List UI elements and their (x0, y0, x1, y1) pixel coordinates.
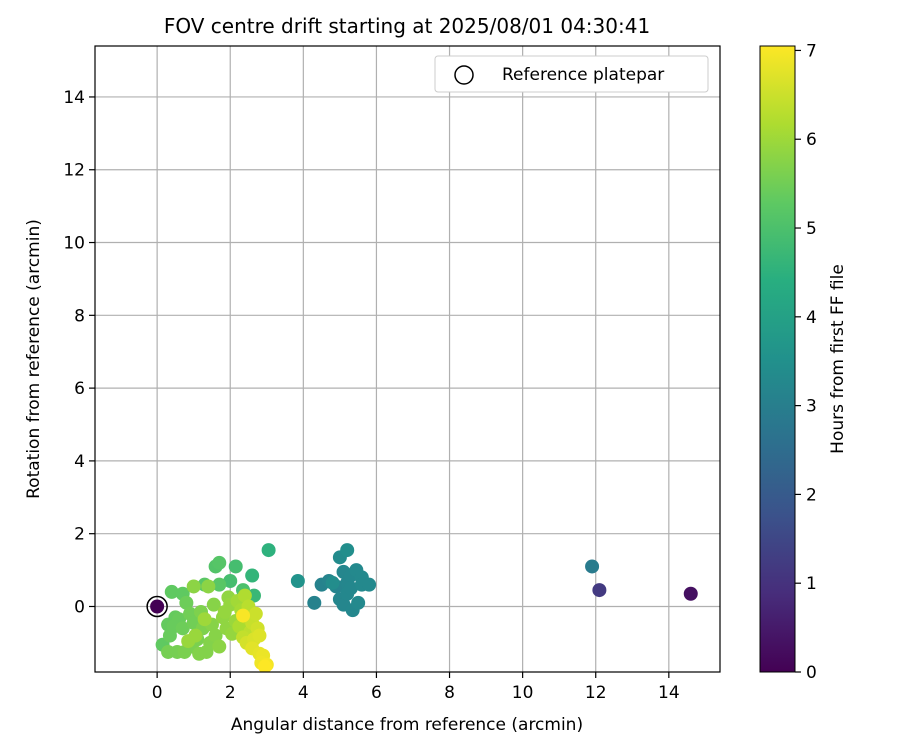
x-tick-label: 8 (444, 683, 455, 703)
data-point (592, 583, 607, 598)
data-point (228, 559, 243, 574)
y-tick-label: 12 (63, 161, 85, 181)
y-tick-label: 14 (63, 88, 85, 108)
legend-label: Reference platepar (502, 65, 664, 85)
colorbar-tick-label: 1 (806, 574, 817, 594)
colorbar-tick-label: 6 (806, 130, 817, 150)
x-axis-label: Angular distance from reference (arcmin) (231, 715, 583, 735)
chart-title: FOV centre drift starting at 2025/08/01 … (164, 14, 650, 38)
data-points (150, 543, 698, 672)
x-tick-label: 6 (371, 683, 382, 703)
y-axis-ticks: 0 2 4 6 8 10 12 14 (63, 88, 95, 617)
data-point (212, 639, 227, 654)
colorbar: 0 1 2 3 4 5 6 7 Hours from first FF file (759, 41, 848, 683)
data-point (217, 604, 232, 619)
data-point (290, 574, 305, 589)
data-point (340, 543, 355, 558)
colorbar-label: Hours from first FF file (828, 264, 848, 454)
data-point (197, 612, 212, 627)
y-tick-label: 2 (74, 525, 85, 545)
data-point (362, 577, 377, 592)
x-tick-label: 4 (298, 683, 309, 703)
data-point (237, 588, 252, 603)
reference-platepar-marker (146, 595, 168, 618)
plot-area (95, 46, 720, 672)
y-axis-label: Rotation from reference (arcmin) (24, 219, 44, 499)
data-point (212, 555, 227, 570)
data-point (150, 599, 165, 614)
y-tick-label: 8 (74, 306, 85, 326)
colorbar-gradient (759, 45, 796, 673)
data-point (257, 659, 272, 672)
colorbar-tick-label: 4 (806, 308, 817, 328)
data-point (261, 543, 276, 558)
data-point (683, 586, 698, 601)
y-tick-label: 0 (74, 597, 85, 617)
data-point (343, 581, 358, 596)
data-point (181, 634, 196, 649)
colorbar-tick-label: 5 (806, 219, 817, 239)
data-point (223, 574, 238, 589)
data-point (325, 575, 340, 590)
colorbar-tick-label: 3 (806, 397, 817, 417)
data-point (175, 621, 190, 636)
y-tick-label: 4 (74, 452, 85, 472)
x-tick-label: 2 (225, 683, 236, 703)
data-point (186, 579, 201, 594)
legend-box (434, 55, 709, 93)
legend-marker-icon (454, 65, 474, 85)
y-tick-label: 10 (63, 234, 85, 254)
data-point (201, 579, 216, 594)
data-point (236, 608, 251, 623)
data-point (206, 597, 221, 612)
data-point (208, 628, 223, 643)
grid (95, 46, 720, 672)
data-point (164, 584, 179, 599)
data-point (307, 595, 322, 610)
x-axis-ticks: 0 2 4 6 8 10 12 14 (152, 672, 680, 703)
data-point (585, 559, 600, 574)
legend: Reference platepar (434, 55, 709, 93)
x-tick-label: 10 (512, 683, 534, 703)
data-point (351, 595, 366, 610)
data-point (252, 628, 267, 643)
data-point (248, 606, 263, 621)
colorbar-tick-label: 0 (806, 663, 817, 683)
colorbar-ticks: 0 1 2 3 4 5 6 7 (795, 41, 817, 683)
data-point (162, 628, 177, 643)
plot-frame (94, 45, 721, 673)
y-tick-label: 6 (74, 379, 85, 399)
x-tick-label: 14 (658, 683, 680, 703)
colorbar-tick-label: 2 (806, 485, 817, 505)
data-point (245, 568, 260, 583)
x-tick-label: 0 (152, 683, 163, 703)
data-point (212, 577, 227, 592)
data-point (179, 595, 194, 610)
reference-marker (146, 595, 168, 618)
x-tick-label: 12 (585, 683, 607, 703)
colorbar-tick-label: 7 (806, 41, 817, 61)
